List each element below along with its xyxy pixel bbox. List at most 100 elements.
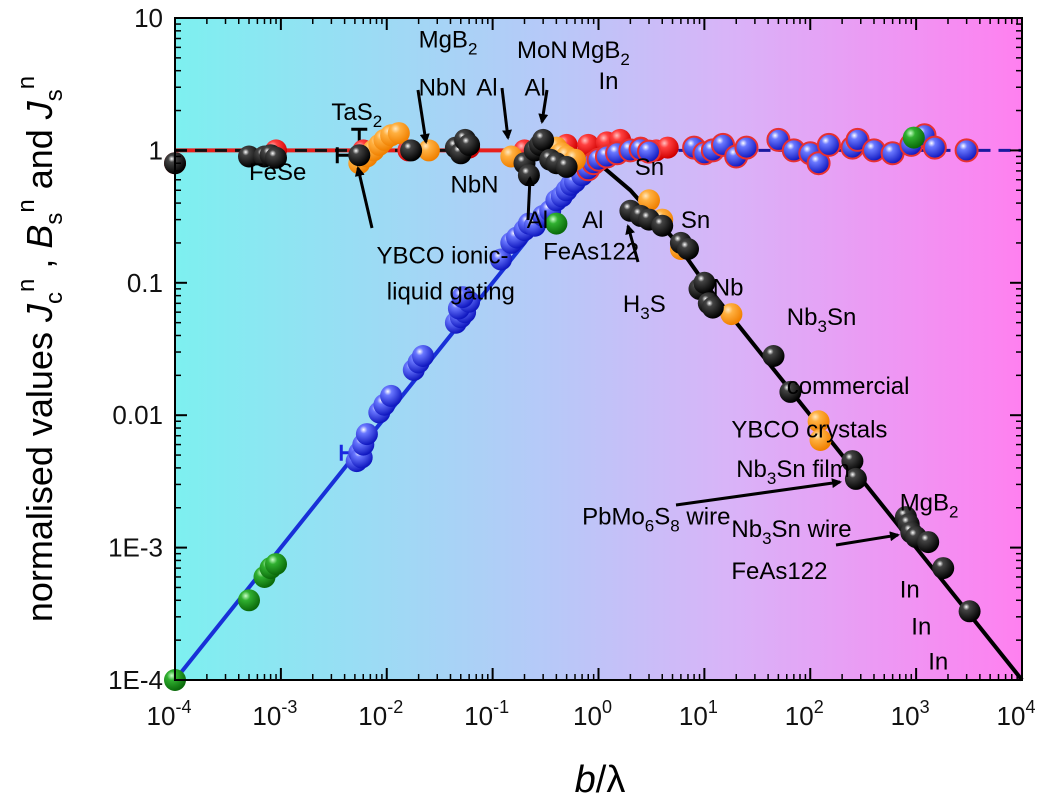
annotation-ybco-gating-1: YBCO ionic- [377,243,509,270]
point-blue-49 [816,132,841,157]
point-blue-17 [490,248,512,271]
x-tick-label: 10-4 [147,697,192,731]
point-blue-10 [412,345,434,367]
point-blue-57 [954,138,979,163]
annotation-feas122-a: FeAs122 [543,239,639,266]
arrow-5 [625,224,640,263]
arrow-2 [500,87,513,140]
annotation-fese: FeSe [249,159,306,186]
point-black-6 [400,139,423,162]
annotation-feas122-b: FeAs122 [731,558,827,585]
plot-background [175,18,1022,680]
arrow-4 [524,176,535,221]
point-black-1 [238,145,260,168]
x-axis-title: b/λ [575,759,626,801]
annotation-mgb2-c: MgB2 [900,490,959,522]
y-tick-label: 0.01 [112,400,163,430]
y-axis-title: normalised values Jcn , Bsn and Jsn [13,76,68,622]
annotation-in-a: In [599,68,619,95]
point-black-30 [779,380,802,403]
y-tick-labels: 10 1 0.1 0.01 1E-3 1E-4 [108,3,163,695]
x-tick-label: 103 [891,697,930,731]
annotation-nb3sn-a: Nb3Sn [787,304,857,336]
point-black-4 [265,146,287,169]
annotation-sn-a: Sn [635,154,664,181]
point-blue-4 [355,423,378,446]
x-tick-label: 102 [785,697,824,731]
point-black-37 [917,531,940,554]
x-tick-label: 101 [679,697,718,731]
annotation-sn-b: Sn [681,207,710,234]
point-black-18 [555,155,578,178]
point-black-5 [348,144,371,167]
point-green-5 [545,212,568,235]
point-black-15 [532,128,555,151]
annotation-al-d: Al [582,207,603,234]
annotations: FeSe TaS2 YBCO ionic-liquid gating MgB2 NbN N… [249,26,959,675]
x-tick-label: 10-1 [464,697,509,731]
point-blue-7 [380,384,403,407]
point-blue-38 [637,139,661,164]
x-tick-labels: 10-4 10-3 10-2 10-1 100 101 102 103 104 [147,697,1036,731]
point-red-13 [656,136,679,159]
point-green-6 [902,126,925,149]
annotation-nb: Nb [713,275,744,302]
y-tick-label: 0.1 [127,268,163,298]
annotation-tas2: TaS2 [331,99,382,131]
point-black-38 [932,557,955,580]
point-blue-56 [922,135,947,160]
annotation-nb3sn-film: Nb3Sn film [736,456,850,488]
annotation-pbmo6s8: PbMo6S8 wire [582,503,730,535]
annotation-commercial: commercial [787,373,910,400]
point-orange-16 [720,303,743,326]
point-green-1 [238,589,260,612]
x-tick-label: 100 [573,697,612,731]
point-orange-17 [807,410,830,433]
annotation-mon: MoN [517,37,568,64]
y-tick-label: 1E-4 [108,665,163,695]
point-black-22 [651,214,674,237]
point-black-32 [844,467,867,490]
point-blue-48 [806,151,831,176]
annotation-nbn-b: NbN [451,172,499,199]
point-black-39 [958,600,981,623]
arrow-6 [675,478,842,507]
annotation-mgb2-b: MgB2 [571,37,630,69]
y-tick-label: 1E-3 [108,533,163,563]
arrow-3 [538,89,549,124]
annotation-arrows [354,87,900,547]
point-black-28 [701,296,724,319]
x-tick-label: 10-3 [252,697,297,731]
arrow-0 [354,166,374,229]
annotation-nbn-a: NbN [419,75,467,102]
point-black-29 [762,345,785,367]
point-black-26 [693,271,716,294]
arrow-1 [416,89,430,144]
point-blue-44 [734,135,759,160]
annotation-in-c: In [911,614,931,641]
axis-ticks [174,17,1023,681]
x-tick-label: 104 [997,697,1036,731]
point-black-31 [841,450,864,473]
annotation-h3s: H3S [623,291,666,323]
annotation-in-b: In [900,577,920,604]
arrow-7 [835,531,900,547]
y-tick-label: 1 [149,135,163,165]
point-blue-16 [451,286,474,309]
annotation-in-d: In [928,649,948,676]
annotation-mgb2-a: MgB2 [419,26,478,58]
point-orange-18 [809,429,832,451]
annotation-al-a: Al [476,75,497,102]
annotation-nb3sn-wire: Nb3Sn wire [731,516,851,548]
point-green-4 [265,553,287,576]
annotation-al-c: Al [527,207,548,234]
point-orange-6 [387,122,410,145]
point-orange-7 [417,139,440,162]
annotation-ybco-gating-2: liquid gating [387,278,515,305]
data-points [164,122,981,691]
y-tick-label: 10 [134,3,163,33]
x-tick-label: 10-2 [358,697,403,731]
point-black-10 [458,133,481,156]
point-black-24 [677,238,699,260]
